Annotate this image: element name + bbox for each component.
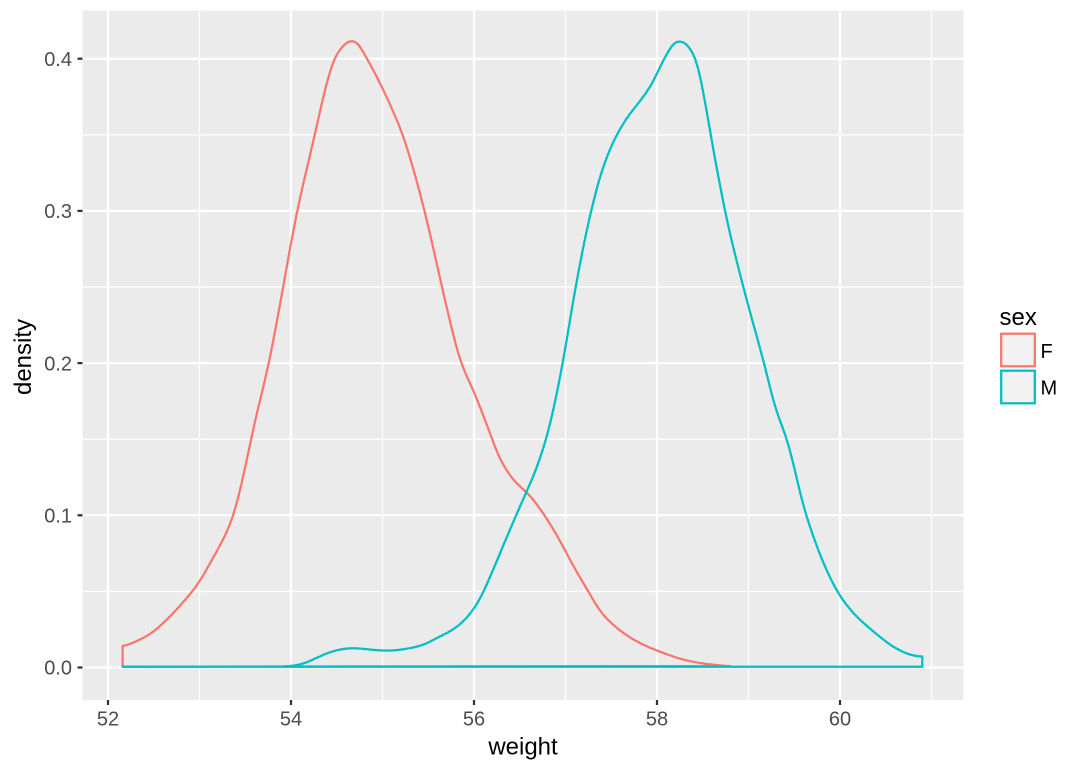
svg-text:0.0: 0.0 [44,658,72,680]
svg-text:weight: weight [487,734,558,761]
svg-text:0.4: 0.4 [44,49,72,71]
svg-text:54: 54 [280,709,302,731]
svg-text:0.1: 0.1 [44,506,72,528]
svg-text:density: density [10,319,37,395]
svg-text:0.3: 0.3 [44,201,72,223]
svg-text:0.2: 0.2 [44,353,72,375]
svg-text:58: 58 [646,709,668,731]
svg-text:sex: sex [1000,304,1037,331]
svg-text:60: 60 [829,709,851,731]
svg-text:56: 56 [463,709,485,731]
svg-text:52: 52 [97,709,119,731]
svg-text:M: M [1041,377,1058,399]
svg-text:F: F [1041,341,1053,363]
